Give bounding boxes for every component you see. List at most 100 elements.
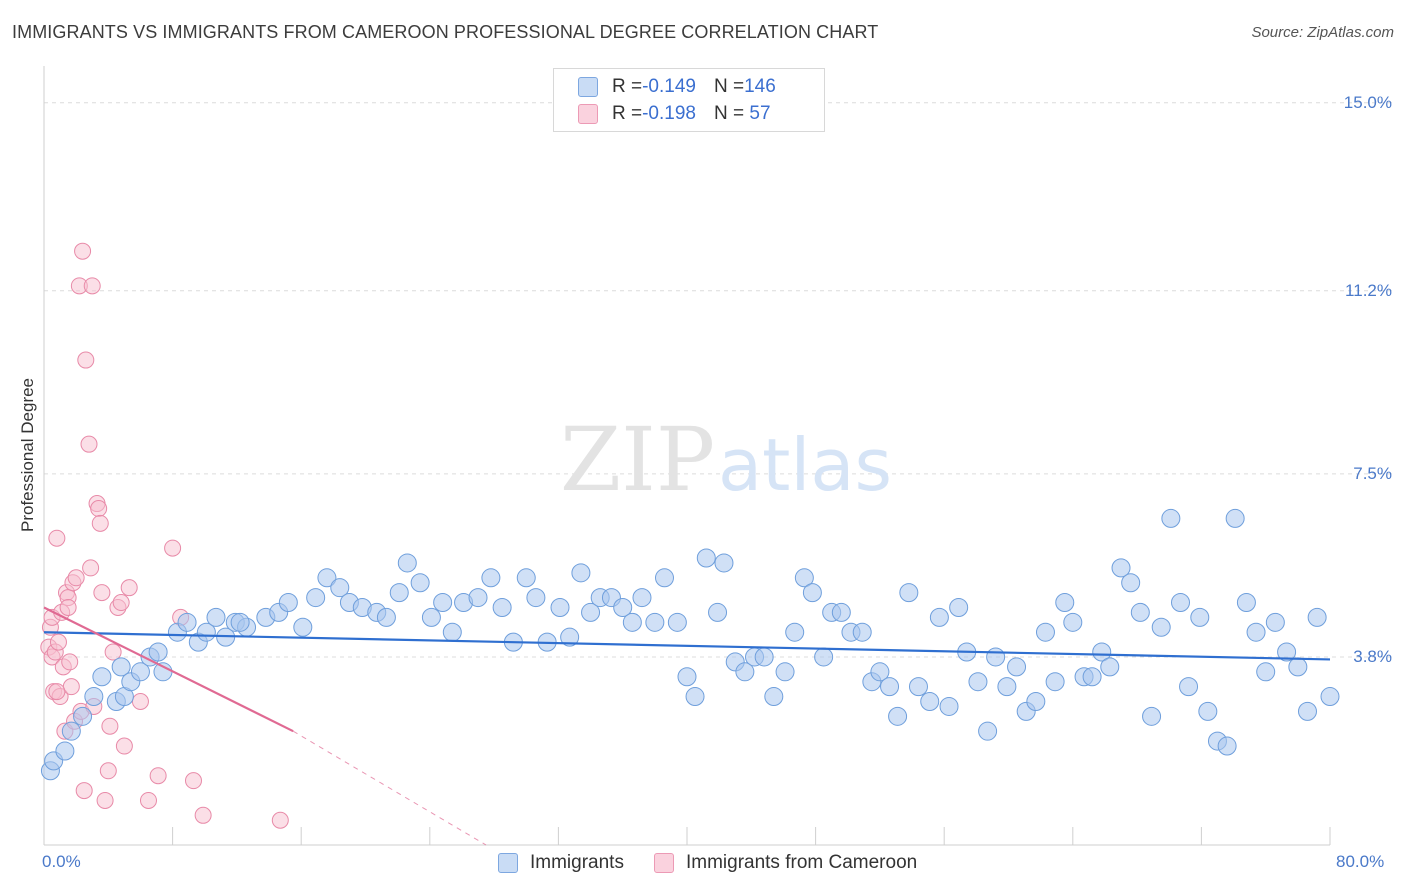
- data-point-immigrants: [831, 602, 851, 622]
- data-point-immigrants: [1190, 607, 1210, 627]
- data-point-immigrants: [685, 687, 705, 707]
- data-point-immigrants: [775, 662, 795, 682]
- legend-swatch-pink: [578, 104, 598, 124]
- legend-r-label: R =: [612, 76, 643, 97]
- data-point-immigrants: [632, 588, 652, 608]
- data-point-immigrants: [814, 647, 834, 667]
- data-point-cameroon: [271, 811, 289, 829]
- data-point-immigrants: [92, 667, 112, 687]
- legend-n-label: N =: [713, 76, 745, 97]
- source-label: Source: ZipAtlas.com: [1251, 24, 1394, 41]
- data-point-immigrants: [526, 588, 546, 608]
- series-immigrants-points: [40, 508, 1340, 781]
- data-point-immigrants: [870, 662, 890, 682]
- trend-line-cameroon: [43, 606, 294, 733]
- data-point-immigrants: [1265, 612, 1285, 632]
- data-point-immigrants: [754, 647, 774, 667]
- data-point-immigrants: [421, 607, 441, 627]
- data-point-cameroon: [91, 514, 109, 532]
- data-point-immigrants: [708, 602, 728, 622]
- data-point-cameroon: [184, 772, 202, 790]
- data-point-immigrants: [230, 612, 250, 632]
- data-point-immigrants: [1225, 508, 1245, 528]
- correlation-legend: R = -0.149 N = 146 R = -0.198 N = 57: [553, 68, 825, 132]
- data-point-immigrants: [177, 612, 197, 632]
- data-point-immigrants: [802, 583, 822, 603]
- data-point-cameroon: [90, 500, 108, 518]
- data-point-immigrants: [397, 553, 417, 573]
- data-point-immigrants: [1277, 642, 1297, 662]
- data-point-immigrants: [986, 647, 1006, 667]
- data-point-immigrants: [667, 612, 687, 632]
- watermark-zip: ZIP: [560, 408, 715, 511]
- legend-swatch-blue: [578, 77, 598, 97]
- data-point-immigrants: [1082, 667, 1102, 687]
- data-point-cameroon: [131, 692, 149, 710]
- legend-swatch-blue: [498, 853, 518, 873]
- data-point-immigrants: [433, 593, 453, 613]
- data-point-cameroon: [48, 529, 66, 547]
- data-point-immigrants: [677, 667, 697, 687]
- data-point-cameroon: [59, 598, 77, 616]
- legend-row-immigrants: R = -0.149 N = 146: [578, 75, 776, 99]
- data-point-immigrants: [1121, 573, 1141, 593]
- data-point-immigrants: [278, 593, 298, 613]
- legend-label: Immigrants from Cameroon: [685, 852, 918, 873]
- data-point-immigrants: [330, 578, 350, 598]
- data-point-immigrants: [130, 662, 150, 682]
- legend-n-value: 146: [744, 76, 776, 97]
- data-point-immigrants: [1092, 642, 1112, 662]
- data-point-immigrants: [1130, 602, 1150, 622]
- data-point-immigrants: [293, 617, 313, 637]
- data-point-immigrants: [785, 622, 805, 642]
- data-point-immigrants: [148, 642, 168, 662]
- legend-r-value: -0.149: [642, 76, 696, 97]
- legend-row-cameroon: R = -0.198 N = 57: [578, 102, 771, 126]
- data-point-immigrants: [1236, 593, 1256, 613]
- legend-n-value: 57: [744, 103, 771, 124]
- data-point-immigrants: [645, 612, 665, 632]
- series-legend: Immigrants Immigrants from Cameroon: [498, 852, 947, 874]
- data-point-cameroon: [77, 351, 95, 369]
- legend-swatch-pink: [653, 853, 674, 873]
- data-point-immigrants: [1161, 508, 1181, 528]
- data-point-immigrants: [794, 568, 814, 588]
- data-point-immigrants: [111, 657, 131, 677]
- data-point-immigrants: [206, 607, 226, 627]
- data-point-immigrants: [1151, 617, 1171, 637]
- data-point-immigrants: [1256, 662, 1276, 682]
- data-point-immigrants: [1007, 657, 1027, 677]
- legend-item-immigrants[interactable]: Immigrants: [498, 852, 624, 874]
- data-point-cameroon: [139, 791, 157, 809]
- data-point-cameroon: [83, 277, 101, 295]
- data-point-immigrants: [997, 677, 1017, 697]
- data-point-immigrants: [1063, 612, 1083, 632]
- data-point-immigrants: [1055, 593, 1075, 613]
- data-point-immigrants: [317, 568, 337, 588]
- legend-item-cameroon[interactable]: Immigrants from Cameroon: [653, 852, 918, 874]
- data-point-immigrants: [516, 568, 536, 588]
- y-tick-label: 3.8%: [1353, 646, 1392, 666]
- data-point-cameroon: [115, 737, 133, 755]
- data-point-immigrants: [968, 672, 988, 692]
- data-point-cameroon: [101, 717, 119, 735]
- data-point-immigrants: [852, 622, 872, 642]
- data-point-immigrants: [1045, 672, 1065, 692]
- legend-n-label: N =: [713, 103, 745, 124]
- watermark: ZIP atlas: [560, 408, 892, 511]
- data-point-cameroon: [67, 569, 85, 587]
- data-point-immigrants: [410, 573, 430, 593]
- data-point-immigrants: [55, 741, 75, 761]
- chart-title: IMMIGRANTS VS IMMIGRANTS FROM CAMEROON P…: [12, 22, 879, 42]
- data-point-cameroon: [74, 242, 92, 260]
- data-point-immigrants: [61, 721, 81, 741]
- trend-line-cameroon-extension: [292, 730, 487, 846]
- data-point-immigrants: [735, 662, 755, 682]
- data-point-immigrants: [306, 588, 326, 608]
- data-point-immigrants: [920, 691, 940, 711]
- data-point-immigrants: [389, 583, 409, 603]
- series-cameroon-points: [40, 242, 289, 829]
- data-point-immigrants: [714, 553, 734, 573]
- data-point-immigrants: [1026, 691, 1046, 711]
